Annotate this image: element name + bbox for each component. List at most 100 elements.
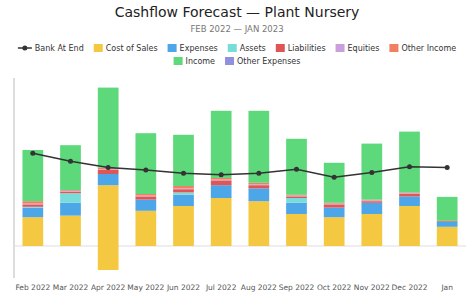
line-marker (219, 172, 224, 177)
x-tick-label: Feb 2022 (15, 283, 50, 292)
bar (286, 195, 307, 197)
bar (22, 208, 43, 218)
bar (211, 178, 232, 180)
legend-swatch (168, 44, 177, 52)
bar (173, 186, 194, 188)
bar (173, 192, 194, 194)
subtitle: FEB 2022 — JAN 2023 (190, 24, 283, 34)
legend-item: Liabilities (276, 44, 326, 53)
bar (437, 197, 458, 221)
x-tick-label: May 2022 (127, 283, 164, 292)
legend-item: Other Expenses (225, 57, 300, 66)
bar (248, 183, 269, 185)
line-marker (332, 175, 337, 180)
line (33, 153, 447, 177)
bar (437, 222, 458, 227)
bar (399, 193, 420, 195)
bar (22, 204, 43, 206)
legend-item: Cost of Sales (94, 44, 158, 53)
bar (98, 170, 119, 174)
bar (98, 174, 119, 185)
bar (135, 194, 156, 196)
bar (60, 145, 81, 190)
bar (286, 198, 307, 203)
line-marker (407, 164, 412, 169)
legend-swatch (389, 44, 398, 52)
bar (361, 201, 382, 203)
bar (248, 185, 269, 188)
bar (399, 194, 420, 196)
chart: Cashflow Forecast — Plant NurseryFEB 202… (0, 0, 474, 296)
bar (248, 188, 269, 201)
legend-label: Expenses (180, 44, 218, 53)
x-tick-label: Jul 2022 (205, 283, 237, 292)
bar (437, 222, 458, 223)
bar (211, 198, 232, 246)
bar (437, 221, 458, 223)
bar (248, 201, 269, 246)
bar (437, 227, 458, 246)
bar (60, 203, 81, 216)
x-tick-label: Jun 2022 (166, 283, 200, 292)
legend-item: Assets (228, 44, 266, 53)
legend-label: Other Expenses (237, 57, 300, 66)
legend-item: Income (174, 57, 216, 66)
x-tick-label: Sep 2022 (279, 283, 315, 292)
bar (60, 216, 81, 246)
legend-item: Equities (336, 44, 380, 53)
bar (211, 185, 232, 198)
bar (399, 132, 420, 193)
bar (98, 246, 119, 270)
bar (173, 206, 194, 246)
line-marker (106, 165, 111, 170)
line-marker (143, 168, 148, 173)
legend-swatch (225, 57, 234, 65)
bar (324, 204, 345, 207)
bar (324, 208, 345, 218)
legend-item: Expenses (168, 44, 218, 53)
bar (211, 111, 232, 178)
legend-swatch (94, 44, 103, 52)
bar (60, 192, 81, 194)
bar (399, 206, 420, 246)
bar (286, 139, 307, 195)
bar (173, 195, 194, 206)
x-tick-label: Mar 2022 (53, 283, 89, 292)
legend-item: Bank At End (18, 44, 84, 53)
bar (60, 193, 81, 203)
x-tick-label: Dec 2022 (392, 283, 428, 292)
bar (135, 196, 156, 199)
legend-label: Equities (348, 44, 380, 53)
bar (286, 214, 307, 246)
line-marker (294, 167, 299, 172)
line-marker (369, 170, 374, 175)
line-marker (68, 159, 73, 164)
bar (173, 189, 194, 192)
bar (361, 203, 382, 214)
y-axis-line (14, 78, 15, 278)
bar (135, 200, 156, 211)
legend-label: Cost of Sales (106, 44, 158, 53)
line-marker (30, 151, 35, 156)
bar (324, 163, 345, 203)
plot-area (22, 88, 457, 270)
bar (286, 203, 307, 214)
x-tick-label: Jan (440, 283, 453, 292)
bar (98, 185, 119, 246)
x-tick-label: Aug 2022 (241, 283, 277, 292)
legend-swatch (276, 44, 285, 52)
legend-marker (22, 46, 27, 51)
line-marker (181, 171, 186, 176)
line-marker (445, 165, 450, 170)
bar (135, 211, 156, 246)
legend-swatch (174, 57, 183, 65)
bar (135, 133, 156, 194)
legend-label: Assets (240, 44, 266, 53)
x-tick-label: Apr 2022 (91, 283, 126, 292)
legend-item: Other Income (389, 44, 456, 53)
bar (60, 190, 81, 192)
legend-swatch (336, 44, 345, 52)
legend-label: Bank At End (35, 44, 84, 53)
baseline (14, 246, 466, 247)
legend: Bank At End Cost of Sales Expenses Assets Li… (18, 44, 456, 66)
